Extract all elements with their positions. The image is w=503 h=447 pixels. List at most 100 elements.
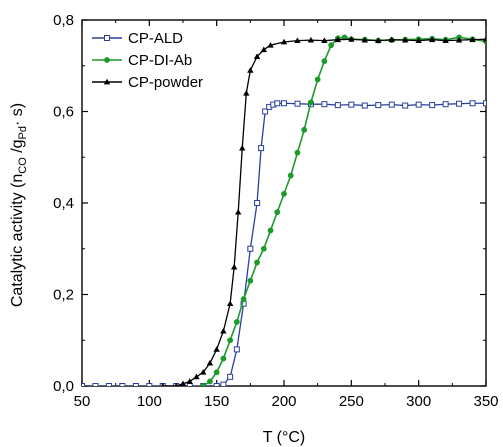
data-point-cp-powder: [226, 300, 234, 307]
data-point-cp-powder: [193, 373, 200, 380]
data-point-cp-powder: [428, 36, 436, 43]
y-tick-label-0,4: 0,4: [53, 195, 74, 212]
data-point-cp-ald: [429, 102, 436, 109]
y-axis-label-dot: ·: [9, 121, 26, 126]
y-axis-label-suffix: s): [9, 103, 26, 121]
data-point-cp-ald: [469, 100, 476, 107]
data-point-cp-di-ab: [321, 58, 328, 65]
axes-layer: 50 100 150 200 250 300 350 0,0 0,2 0,4 0,6 0,8: [53, 12, 498, 410]
legend-marker-cp-ald: [104, 35, 110, 41]
x-axis-label: T (°C): [263, 429, 306, 446]
legend-item-cp-powder: CP-powder: [92, 74, 203, 91]
x-tick-label-100: 100: [137, 393, 162, 410]
data-point-cp-di-ab: [287, 172, 294, 179]
data-point-cp-powder: [361, 36, 368, 43]
y-axis-label: Catalytic activity (nCO /gPd· s): [9, 103, 29, 307]
data-point-cp-powder: [348, 36, 355, 42]
data-point-cp-di-ab: [200, 383, 207, 386]
data-point-cp-ald: [227, 373, 234, 380]
data-point-cp-di-ab: [308, 99, 314, 106]
y-axis-label-sub-co: CO: [17, 157, 29, 174]
legend-item-cp-ald: CP-ALD: [92, 30, 183, 47]
data-point-cp-powder: [235, 208, 242, 215]
data-point-cp-ald: [262, 108, 269, 115]
data-point-cp-ald: [375, 102, 382, 109]
data-point-cp-ald: [388, 101, 395, 108]
data-point-cp-ald: [220, 381, 227, 386]
data-point-cp-powder: [442, 37, 449, 43]
x-tick-label-250: 250: [339, 393, 364, 410]
legend: CP-ALD CP-DI-Ab CP-powder: [92, 30, 203, 91]
data-point-cp-di-ab: [260, 245, 267, 252]
data-point-cp-ald: [247, 245, 254, 252]
data-point-cp-ald: [92, 383, 99, 386]
data-point-cp-di-ab: [207, 378, 213, 385]
data-point-cp-powder: [230, 263, 238, 270]
series-cp-ald: [82, 100, 486, 386]
y-tick-label-0,8: 0,8: [53, 12, 74, 29]
series-line-cp-di-ab: [202, 36, 486, 386]
data-point-cp-ald: [254, 200, 261, 206]
data-point-cp-ald: [334, 102, 341, 109]
y-tick-label-0,6: 0,6: [53, 104, 74, 121]
x-tick-label-300: 300: [406, 393, 431, 410]
data-point-cp-ald: [119, 383, 126, 386]
data-point-cp-di-ab: [301, 126, 308, 133]
data-point-cp-powder: [388, 36, 395, 43]
data-point-cp-ald: [321, 101, 328, 108]
data-point-cp-ald: [132, 383, 139, 386]
data-point-cp-ald: [402, 102, 409, 109]
data-point-cp-powder: [247, 67, 254, 73]
data-point-cp-ald: [146, 383, 153, 386]
data-point-cp-powder: [482, 36, 486, 42]
data-point-cp-ald: [213, 383, 220, 386]
data-point-cp-powder: [469, 36, 476, 43]
data-point-cp-di-ab: [220, 355, 227, 362]
legend-marker-cp-di-ab: [104, 57, 110, 63]
series-layer: [82, 34, 486, 386]
data-point-cp-ald: [415, 101, 422, 108]
data-point-cp-di-ab: [233, 319, 240, 325]
data-point-cp-di-ab: [281, 190, 287, 197]
y-tick-label-0,2: 0,2: [53, 287, 74, 304]
data-point-cp-powder: [267, 41, 274, 48]
data-point-cp-ald: [105, 383, 112, 386]
data-point-cp-powder: [402, 36, 409, 43]
x-tick-label-350: 350: [473, 393, 498, 410]
series-line-cp-ald: [82, 102, 486, 386]
data-point-cp-di-ab: [247, 277, 254, 284]
data-point-cp-powder: [294, 37, 301, 43]
data-point-cp-powder: [239, 144, 246, 151]
data-point-cp-powder: [321, 37, 328, 43]
data-point-cp-ald: [361, 102, 368, 109]
data-point-cp-powder: [280, 38, 288, 45]
data-point-cp-ald: [483, 100, 486, 107]
legend-item-cp-di-ab: CP-DI-Ab: [92, 52, 192, 69]
data-point-cp-powder: [253, 53, 261, 59]
data-point-cp-ald: [294, 100, 301, 107]
y-axis-label-prefix: Catalytic activity (n: [9, 174, 26, 307]
data-point-cp-di-ab: [254, 259, 260, 266]
legend-label-cp-powder: CP-powder: [128, 74, 203, 91]
data-point-cp-ald: [82, 383, 85, 386]
data-point-cp-powder: [375, 37, 382, 43]
x-tick-label-150: 150: [204, 393, 229, 410]
legend-marker-cp-powder: [103, 78, 111, 85]
data-point-cp-ald: [442, 101, 449, 108]
data-point-cp-powder: [200, 369, 207, 375]
series-cp-di-ab: [200, 34, 486, 386]
data-point-cp-di-ab: [213, 369, 220, 376]
data-point-cp-ald: [348, 101, 355, 108]
data-point-cp-ald: [281, 100, 287, 107]
legend-label-cp-ald: CP-ALD: [128, 30, 183, 47]
data-point-cp-ald: [186, 383, 193, 386]
data-point-cp-di-ab: [294, 149, 301, 156]
data-point-cp-powder: [220, 327, 227, 334]
data-point-cp-powder: [243, 90, 250, 96]
series-cp-powder: [160, 36, 486, 386]
data-point-cp-powder: [415, 37, 422, 43]
data-point-cp-di-ab: [267, 227, 274, 234]
data-point-cp-di-ab: [328, 42, 335, 49]
legend-label-cp-di-ab: CP-DI-Ab: [128, 52, 192, 69]
